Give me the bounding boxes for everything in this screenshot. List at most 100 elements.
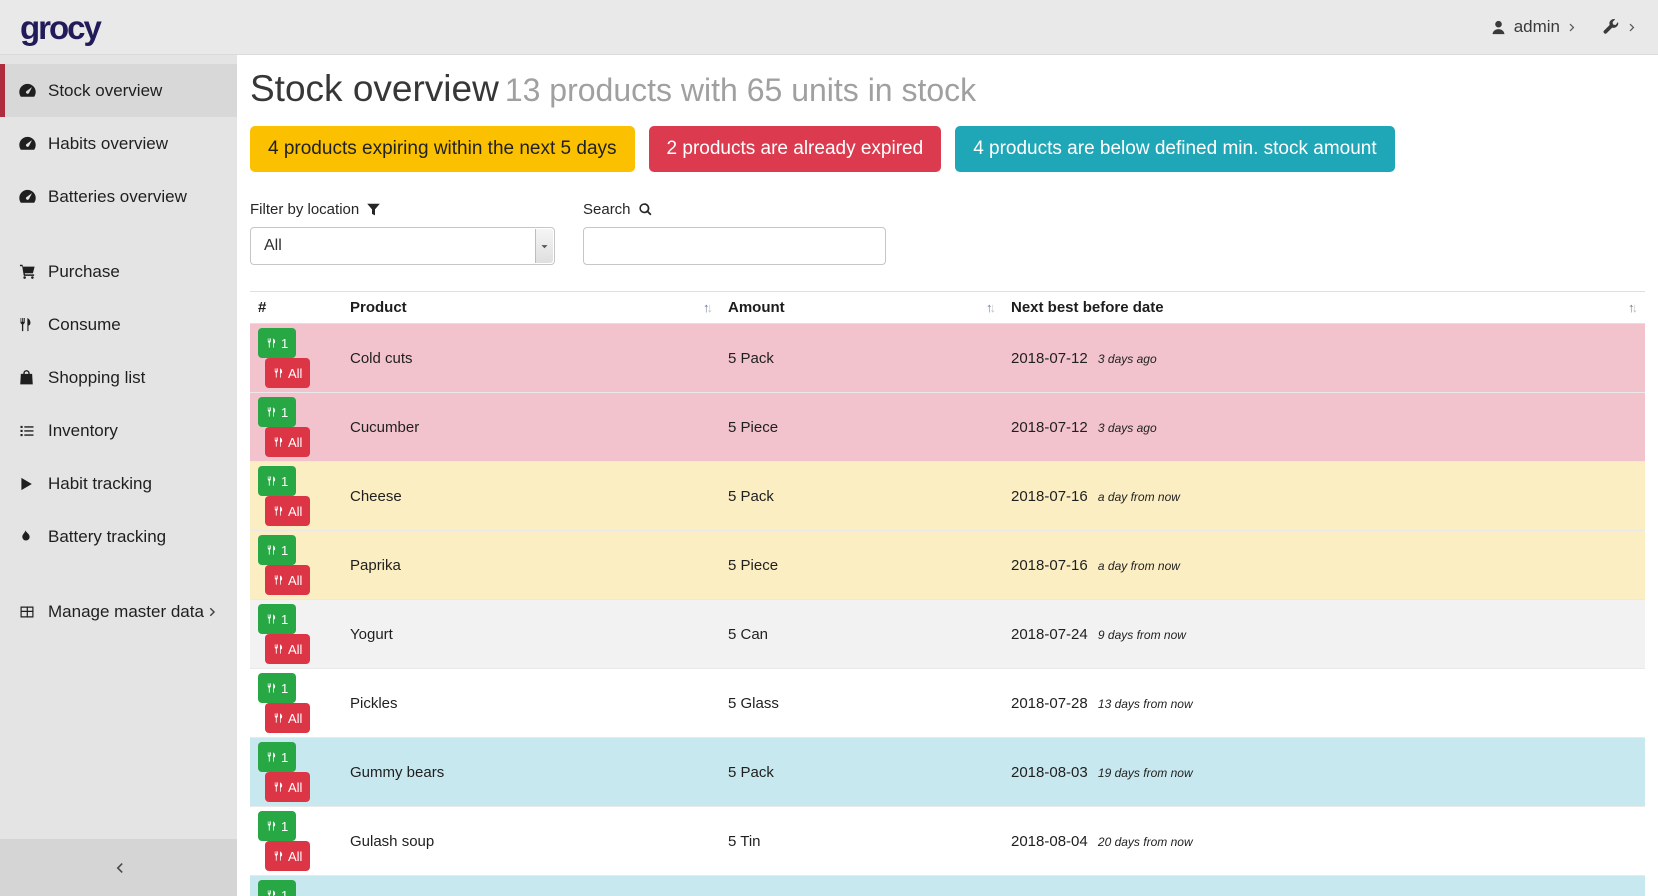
amount-cell: 5 Pack [720, 324, 1003, 393]
consume-one-button[interactable]: 1 [258, 466, 296, 496]
sidebar-item-purchase[interactable]: Purchase [0, 245, 237, 298]
utensils-icon [273, 574, 284, 586]
sidebar-item-habits-overview[interactable]: Habits overview [0, 117, 237, 170]
best-before-cell: 2018-07-24 9 days from now [1003, 600, 1645, 669]
product-cell: Cold cuts [342, 324, 720, 393]
table-icon [18, 604, 39, 620]
best-before-relative: 20 days from now [1098, 835, 1193, 849]
product-cell: Paprika [342, 531, 720, 600]
column-header-product[interactable]: Product ↑↓ [342, 292, 720, 324]
amount-cell: 5 Pack [720, 738, 1003, 807]
sidebar-item-manage-master-data[interactable]: Manage master data [0, 585, 237, 638]
utensils-icon [266, 475, 277, 487]
consume-one-label: 1 [281, 888, 288, 896]
sidebar: Stock overview Habits overview Batteries… [0, 55, 237, 896]
play-icon [18, 476, 39, 492]
consume-one-button[interactable]: 1 [258, 604, 296, 634]
consume-one-button[interactable]: 1 [258, 535, 296, 565]
row-actions-cell: 1 All [250, 738, 342, 807]
consume-one-button[interactable]: 1 [258, 673, 296, 703]
consume-one-button[interactable]: 1 [258, 397, 296, 427]
row-actions-cell: 1 All [250, 876, 342, 896]
utensils-icon [266, 682, 277, 694]
best-before-relative: 9 days from now [1098, 628, 1186, 642]
sidebar-collapse-button[interactable] [0, 839, 237, 896]
consume-one-button[interactable]: 1 [258, 811, 296, 841]
sidebar-item-habit-tracking[interactable]: Habit tracking [0, 457, 237, 510]
filter-bar: Filter by location All Search [250, 201, 1645, 265]
gauge-icon [18, 134, 39, 153]
amount-cell: 5 Piece [720, 531, 1003, 600]
select-dropdown-button[interactable] [535, 229, 553, 263]
table-row: 1 All Cookies 5 Pack 2019-01-10 6 months… [250, 876, 1645, 896]
amount-cell: 5 Pack [720, 462, 1003, 531]
sort-icon[interactable]: ↑↓ [1628, 300, 1637, 315]
status-alert-button-1[interactable]: 2 products are already expired [649, 126, 942, 172]
amount-cell: 5 Glass [720, 669, 1003, 738]
utensils-icon [273, 436, 284, 448]
sidebar-item-label: Battery tracking [48, 527, 166, 547]
fire-icon [18, 528, 39, 545]
gauge-icon [18, 187, 39, 206]
topbar-right: admin [1490, 17, 1638, 37]
table-row: 1 All Gummy bears 5 Pack 2018-08-03 19 d… [250, 738, 1645, 807]
consume-all-button[interactable]: All [265, 427, 310, 457]
consume-all-button[interactable]: All [265, 358, 310, 388]
location-select-value: All [264, 237, 282, 255]
best-before-date: 2018-08-03 [1011, 764, 1088, 781]
utensils-icon [266, 544, 277, 556]
sidebar-item-label: Inventory [48, 421, 118, 441]
sidebar-item-stock-overview[interactable]: Stock overview [0, 64, 237, 117]
location-filter-label: Filter by location [250, 201, 555, 218]
sidebar-item-shopping-list[interactable]: Shopping list [0, 351, 237, 404]
product-cell: Gulash soup [342, 807, 720, 876]
wrench-icon [1602, 18, 1620, 36]
consume-one-button[interactable]: 1 [258, 742, 296, 772]
product-cell: Gummy bears [342, 738, 720, 807]
search-label: Search [583, 201, 886, 218]
column-header-next-best-before-date[interactable]: Next best before date↑↓ [1003, 292, 1645, 324]
filter-icon [366, 202, 381, 217]
sidebar-item-consume[interactable]: Consume [0, 298, 237, 351]
chevron-left-icon [112, 861, 126, 875]
sidebar-item-label: Consume [48, 315, 121, 335]
consume-one-button[interactable]: 1 [258, 880, 296, 896]
best-before-relative: a day from now [1098, 559, 1180, 573]
sort-icon[interactable]: ↑↓ [986, 300, 995, 315]
consume-all-button[interactable]: All [265, 703, 310, 733]
amount-cell: 5 Piece [720, 393, 1003, 462]
utensils-icon [266, 820, 277, 832]
sidebar-item-label: Stock overview [48, 81, 162, 101]
page-subtitle: 13 products with 65 units in stock [505, 72, 976, 108]
status-alert-button-2[interactable]: 4 products are below defined min. stock … [955, 126, 1394, 172]
sidebar-item-battery-tracking[interactable]: Battery tracking [0, 510, 237, 563]
search-group: Search [583, 201, 886, 265]
sidebar-item-batteries-overview[interactable]: Batteries overview [0, 170, 237, 223]
best-before-cell: 2018-08-04 20 days from now [1003, 807, 1645, 876]
user-menu[interactable]: admin [1490, 17, 1578, 37]
cart-icon [18, 263, 39, 280]
location-select[interactable]: All [250, 227, 555, 265]
column-header-amount[interactable]: Amount↑↓ [720, 292, 1003, 324]
settings-menu[interactable] [1602, 18, 1638, 36]
sidebar-item-inventory[interactable]: Inventory [0, 404, 237, 457]
table-row: 1 All Cheese 5 Pack 2018-07-16 a day fro… [250, 462, 1645, 531]
best-before-date: 2018-07-24 [1011, 626, 1088, 643]
status-alert-button-0[interactable]: 4 products expiring within the next 5 da… [250, 126, 635, 172]
table-row: 1 All Pickles 5 Glass 2018-07-28 13 days… [250, 669, 1645, 738]
consume-all-button[interactable]: All [265, 634, 310, 664]
consume-all-button[interactable]: All [265, 841, 310, 871]
search-input[interactable] [583, 227, 886, 265]
utensils-icon [266, 613, 277, 625]
consume-all-button[interactable]: All [265, 565, 310, 595]
consume-all-button[interactable]: All [265, 772, 310, 802]
consume-one-button[interactable]: 1 [258, 328, 296, 358]
app-logo: grocy [20, 11, 100, 44]
row-actions-cell: 1 All [250, 807, 342, 876]
best-before-date: 2018-07-16 [1011, 557, 1088, 574]
bag-icon [18, 369, 39, 386]
table-row: 1 All Paprika 5 Piece 2018-07-16 a day f… [250, 531, 1645, 600]
column-header-label: Product [350, 299, 407, 316]
consume-all-button[interactable]: All [265, 496, 310, 526]
sort-icon[interactable]: ↑↓ [703, 300, 712, 315]
